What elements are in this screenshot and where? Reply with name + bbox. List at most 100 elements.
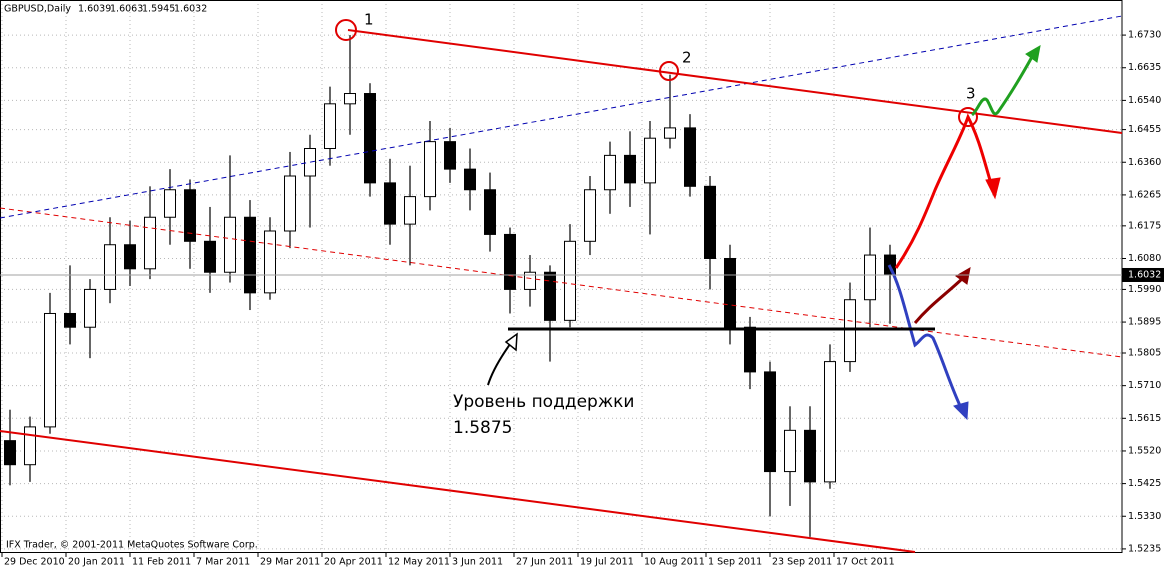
x-tick-label: 11 Feb 2011 (132, 557, 191, 568)
candle-body (364, 93, 376, 184)
point-label: 3 (966, 85, 976, 103)
candle-body (464, 168, 476, 191)
x-tick-label: 27 Jun 2011 (516, 557, 573, 568)
candle-body (724, 257, 736, 328)
y-tick-label: 1.6635 (1128, 62, 1161, 73)
candle-body (524, 271, 536, 290)
y-tick-label: 1.6730 (1128, 30, 1161, 41)
candle-body (744, 326, 756, 373)
candle-body (484, 189, 496, 235)
symbol: GBPUSD,Daily (4, 4, 71, 15)
scenario-green (970, 54, 1035, 117)
x-tick-label: 29 Mar 2011 (260, 557, 320, 568)
channel-top (347, 29, 1123, 134)
y-tick-label: 1.6265 (1128, 189, 1161, 200)
arrowhead (953, 401, 969, 421)
arrowhead (955, 267, 971, 285)
candle-body (584, 189, 596, 242)
scenario-darkred (913, 276, 965, 324)
y-tick-label: 1.6540 (1128, 95, 1161, 106)
x-tick-label: 10 Aug 2011 (644, 557, 705, 568)
x-tick-label: 19 Jul 2011 (580, 557, 634, 568)
x-tick-label: 3 Jun 2011 (452, 557, 503, 568)
candle-body (64, 312, 76, 328)
scenario-blue (887, 264, 964, 411)
point-label: 2 (682, 49, 692, 67)
candle-body (264, 230, 276, 294)
candle-body (284, 175, 296, 232)
candle-body (704, 185, 716, 259)
y-tick-label: 1.5895 (1128, 317, 1161, 328)
point-circle (659, 61, 679, 81)
arrowhead (985, 177, 1001, 200)
point-label: 1 (364, 11, 374, 29)
y-tick-label: 1.6080 (1128, 253, 1161, 264)
candle-body (664, 127, 676, 139)
candle-body (844, 299, 856, 363)
x-tick-label: 7 Mar 2011 (196, 557, 250, 568)
y-tick-label: 1.5615 (1128, 413, 1161, 424)
candle-body (404, 196, 416, 225)
y-tick-label: 1.5425 (1128, 478, 1161, 489)
scenario-red (894, 113, 995, 269)
candle-body (424, 141, 436, 198)
candle-body (104, 244, 116, 290)
copyright: IFX Trader, © 2001-2011 MetaQuotes Softw… (6, 540, 258, 551)
y-tick-label: 1.6455 (1128, 124, 1161, 135)
y-tick-label: 1.6175 (1128, 220, 1161, 231)
candle-body (24, 426, 36, 466)
candle-body (804, 429, 816, 483)
candle-body (684, 127, 696, 187)
x-tick-label: 29 Dec 2010 (4, 557, 65, 568)
ohlc-close: 1.6032 (174, 4, 207, 15)
point-circle (335, 19, 357, 41)
candle-body (324, 103, 336, 150)
candle-body (544, 271, 556, 321)
candle-body (644, 137, 656, 184)
channel-bottom (0, 430, 916, 553)
x-tick-label: 20 Apr 2011 (324, 557, 383, 568)
candle-body (204, 240, 216, 273)
y-tick-label: 1.5330 (1128, 511, 1161, 522)
support-value: 1.5875 (453, 418, 512, 438)
candle-body (304, 148, 316, 177)
y-tick-label: 1.5990 (1128, 284, 1161, 295)
candle-body (824, 361, 836, 483)
y-tick-label: 1.5235 (1128, 543, 1161, 554)
candle-body (864, 254, 876, 301)
candle-body (604, 154, 616, 191)
blue-trend (0, 15, 1123, 219)
overlay: 1.6032 (0, 267, 1164, 331)
price-box (1122, 267, 1164, 282)
candle-body (244, 216, 256, 294)
x-tick-label: 1 Sep 2011 (708, 557, 762, 568)
candle-body (144, 216, 156, 270)
arrowhead (1025, 45, 1041, 63)
candle-body (44, 312, 56, 428)
candle-body (564, 240, 576, 321)
candle-body (764, 371, 776, 473)
candle-body (784, 429, 796, 473)
price-label: 1.6032 (1128, 269, 1161, 280)
candles (4, 35, 896, 537)
y-tick-label: 1.6360 (1128, 157, 1161, 168)
x-tick-label: 17 Oct 2011 (836, 557, 895, 568)
ohlc-high: 1.6063 (110, 4, 143, 15)
support-text: Уровень поддержки (453, 392, 634, 412)
x-tick-label: 20 Jan 2011 (68, 557, 125, 568)
candle-body (384, 182, 396, 225)
ohlc-open: 1.6039 (78, 4, 111, 15)
x-tick-label: 12 May 2011 (388, 557, 450, 568)
drawings (0, 15, 1123, 553)
candle-body (84, 288, 96, 328)
candle-body (624, 154, 636, 184)
candle-body (4, 440, 16, 466)
point-circle (958, 107, 978, 127)
candle-body (224, 216, 236, 273)
ohlc-low: 1.5945 (142, 4, 175, 15)
y-tick-label: 1.5710 (1128, 380, 1161, 391)
candle-body (444, 141, 456, 170)
candle-body (184, 189, 196, 242)
